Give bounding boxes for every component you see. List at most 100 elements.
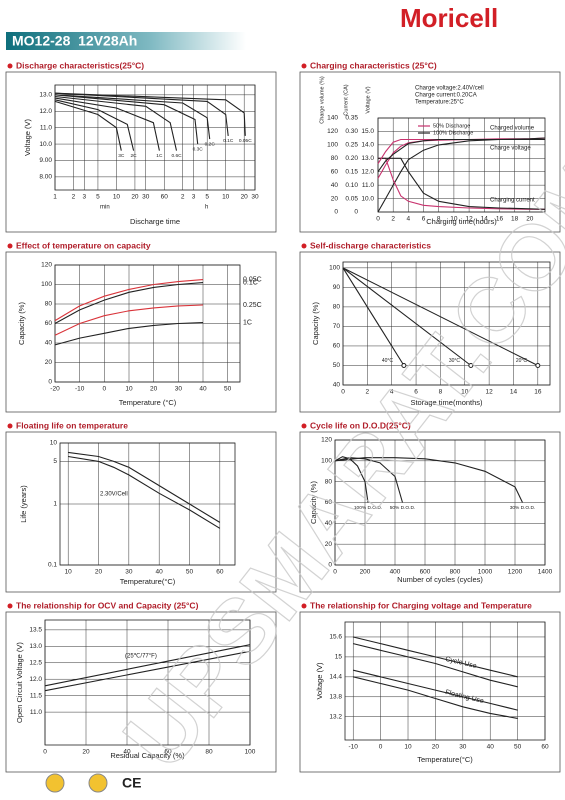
x-tick-label: 60 [164, 749, 172, 756]
series-line [377, 138, 545, 173]
x-tick-label: 20 [526, 216, 534, 223]
y-tick-label: 120 [321, 437, 332, 444]
y-tick-label: 8.00 [39, 174, 52, 181]
x-tick-label: 200 [360, 569, 371, 576]
y-tick-label: 0.05 [345, 195, 358, 202]
section-title: Self-discharge characteristics [310, 240, 431, 250]
y-tick-label: 0.25 [345, 142, 358, 149]
y-tick-label: 12.0 [29, 676, 42, 683]
panel [299, 431, 561, 593]
y-tick-label: 100 [327, 142, 338, 149]
y-tick-label: 15.0 [361, 128, 374, 135]
series-line [54, 94, 199, 145]
y-tick-label: 0 [354, 209, 358, 216]
curve-label: 100% D.O.D. [354, 505, 382, 511]
y-tick-label: 120 [41, 262, 52, 269]
x-tick-label: 3 [192, 194, 196, 201]
series-line [342, 267, 539, 366]
x-tick-label: 0 [43, 749, 47, 756]
curve-label: 50% D.O.D. [390, 505, 416, 511]
end-point [468, 362, 474, 368]
section-bullet [7, 603, 13, 609]
y-tick-label: 12.0 [361, 168, 374, 175]
x-tick-label: 600 [420, 569, 431, 576]
section-bullet [7, 243, 13, 249]
model-title: MO12-28 12V28Ah [12, 33, 137, 49]
x-tick-label: 40 [123, 749, 131, 756]
annotation: Temperature:25°C [415, 100, 464, 106]
y-axis-label: Capacity (%) [17, 302, 26, 345]
y-tick-label: 1 [53, 501, 57, 508]
x-tick-label: -20 [50, 386, 60, 393]
section-bullet [301, 243, 307, 249]
panel [5, 251, 277, 413]
x-tick-label: 6 [422, 216, 426, 223]
y-tick-label: 13.0 [29, 643, 42, 650]
axis-label: Current (CA) [343, 84, 349, 115]
x-tick-label: 8 [437, 216, 441, 223]
annotation: min [100, 205, 110, 211]
x-tick-label: 0 [379, 744, 383, 751]
x-tick-label: 10 [404, 744, 412, 751]
x-tick-label: 10 [450, 216, 458, 223]
x-tick-label: 16 [534, 389, 542, 396]
x-tick-label: 10 [461, 389, 469, 396]
axis-label: Charge volume (%) [319, 76, 325, 124]
section-title: Charging characteristics (25°C) [310, 60, 437, 70]
x-tick-label: 40 [156, 569, 164, 576]
annotation: h [205, 205, 208, 211]
y-tick-label: 13.8 [329, 694, 342, 701]
cert-icon [88, 773, 108, 793]
ce-mark: CE [122, 775, 141, 791]
y-axis-label: Capacity (%) [311, 302, 320, 345]
series-line [334, 457, 404, 503]
x-tick-label: 10 [222, 194, 230, 201]
x-tick-label: 100 [245, 749, 256, 756]
y-axis-label: Life (years) [19, 485, 28, 523]
y-tick-label: 13.5 [29, 627, 42, 634]
section-bullet [7, 423, 13, 429]
y-tick-label: 15.6 [329, 634, 342, 641]
section-title: The relationship for Charging voltage an… [310, 600, 532, 610]
y-tick-label: 80 [45, 301, 53, 308]
curve-label: 30% D.O.D. [510, 505, 536, 511]
y-tick-label: 40 [325, 520, 333, 527]
y-tick-label: 50 [333, 362, 341, 369]
panel [5, 71, 277, 233]
x-tick-label: 1 [53, 194, 57, 201]
x-axis-label: Temperature (°C) [119, 398, 177, 407]
y-tick-label: 40 [45, 340, 53, 347]
panel [5, 611, 277, 773]
y-tick-label: 5 [53, 458, 57, 465]
y-tick-label: 0.35 [345, 115, 358, 122]
y-tick-label: 0.15 [345, 168, 358, 175]
x-tick-label: 60 [216, 569, 224, 576]
x-axis-label: Storage time(months) [410, 398, 483, 407]
y-tick-label: 90 [333, 284, 341, 291]
curve-label: 30°C [449, 358, 461, 364]
y-tick-label: 9.00 [39, 157, 52, 164]
y-tick-label: 11.0 [40, 124, 53, 131]
series-line [54, 99, 135, 151]
series-line [54, 282, 204, 324]
x-tick-label: 20 [131, 194, 139, 201]
x-tick-label: 20 [150, 386, 158, 393]
series-line [377, 138, 545, 164]
y-tick-label: 11.0 [362, 182, 375, 189]
x-axis-label: Number of cycles (cycles) [397, 575, 483, 584]
x-tick-label: 400 [390, 569, 401, 576]
series-line [54, 97, 160, 151]
x-tick-label: 8 [439, 389, 443, 396]
x-tick-label: 20 [95, 569, 103, 576]
y-tick-label: 20 [331, 195, 339, 202]
y-tick-label: 120 [327, 128, 338, 135]
x-tick-label: 30 [175, 386, 183, 393]
series-line [353, 643, 518, 688]
series-line [353, 636, 518, 678]
curve-label: 0.6C [171, 153, 182, 159]
y-tick-label: 0 [334, 209, 338, 216]
annotation: Charging current [490, 198, 535, 204]
x-axis-label: Charging time(hours) [426, 217, 497, 226]
plot-frame [342, 261, 551, 386]
y-tick-label: 11.5 [30, 692, 43, 699]
